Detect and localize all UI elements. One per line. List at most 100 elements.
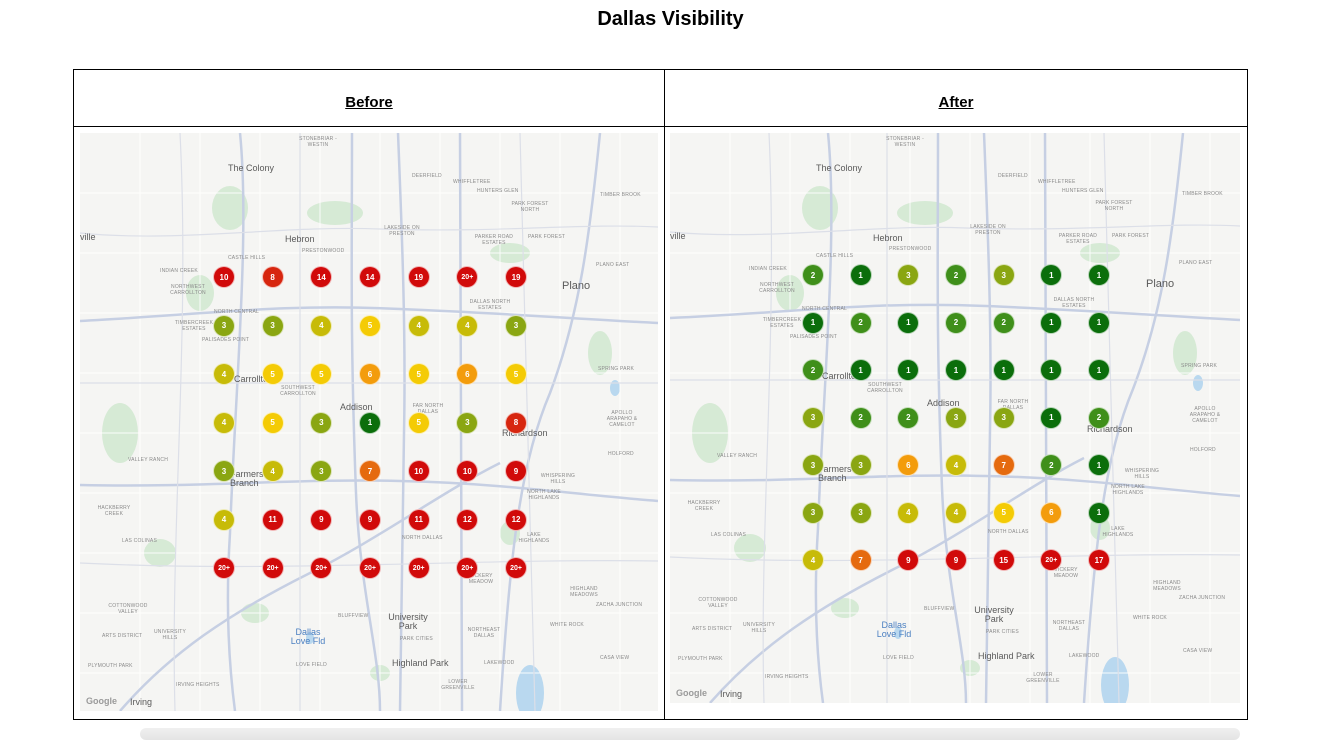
rank-pin[interactable]: 2 (849, 311, 872, 334)
rank-pin[interactable]: 3 (945, 406, 967, 429)
rank-pin[interactable]: 1 (945, 359, 967, 381)
rank-pin[interactable]: 1 (849, 359, 872, 381)
rank-pin[interactable]: 5 (992, 501, 1015, 524)
rank-pin[interactable]: 1 (897, 311, 920, 334)
rank-pin[interactable]: 9 (897, 549, 920, 571)
rank-pin[interactable]: 11 (261, 508, 284, 531)
rank-pin[interactable]: 1 (897, 359, 920, 381)
rank-pin[interactable]: 1 (1088, 264, 1111, 286)
rank-pin[interactable]: 14 (310, 266, 333, 288)
rank-pin[interactable]: 14 (359, 266, 381, 288)
rank-pin[interactable]: 1 (1040, 359, 1063, 381)
rank-pin[interactable]: 3 (849, 454, 872, 476)
rank-pin[interactable]: 1 (992, 359, 1015, 381)
rank-pin[interactable]: 3 (802, 501, 824, 524)
rank-pin[interactable]: 3 (261, 314, 284, 337)
rank-pin[interactable]: 3 (213, 460, 235, 482)
rank-pin[interactable]: 20+ (456, 557, 479, 579)
rank-pin[interactable]: 7 (359, 460, 381, 482)
rank-pin[interactable]: 1 (1040, 406, 1063, 429)
rank-pin[interactable]: 15 (992, 549, 1015, 571)
rank-pin[interactable]: 17 (1088, 549, 1111, 571)
rank-pin[interactable]: 2 (945, 264, 967, 286)
rank-pin[interactable]: 3 (213, 314, 235, 337)
rank-pin[interactable]: 6 (897, 454, 920, 476)
rank-pin[interactable]: 9 (505, 460, 528, 482)
rank-pin[interactable]: 6 (456, 363, 479, 385)
rank-pin[interactable]: 8 (261, 266, 284, 288)
rank-pin[interactable]: 6 (1040, 501, 1063, 524)
rank-pin[interactable]: 20+ (310, 557, 333, 579)
rank-pin[interactable]: 12 (505, 508, 528, 531)
rank-pin[interactable]: 19 (407, 266, 430, 288)
rank-pin[interactable]: 11 (407, 508, 430, 531)
rank-pin[interactable]: 3 (310, 460, 333, 482)
rank-pin[interactable]: 3 (802, 454, 824, 476)
rank-pin[interactable]: 1 (1088, 454, 1111, 476)
rank-pin[interactable]: 7 (849, 549, 872, 571)
rank-pin[interactable]: 3 (505, 314, 528, 337)
rank-pin[interactable]: 3 (310, 411, 333, 434)
rank-pin[interactable]: 4 (310, 314, 333, 337)
rank-pin[interactable]: 3 (849, 501, 872, 524)
rank-pin[interactable]: 3 (992, 406, 1015, 429)
rank-pin[interactable]: 1 (1088, 359, 1111, 381)
rank-pin[interactable]: 1 (802, 311, 824, 334)
rank-pin[interactable]: 2 (992, 311, 1015, 334)
rank-pin[interactable]: 6 (359, 363, 381, 385)
rank-pin[interactable]: 2 (1088, 406, 1111, 429)
rank-pin[interactable]: 1 (849, 264, 872, 286)
rank-pin[interactable]: 1 (1040, 264, 1063, 286)
rank-pin[interactable]: 4 (213, 508, 235, 531)
rank-pin[interactable]: 5 (407, 411, 430, 434)
rank-pin[interactable]: 4 (261, 460, 284, 482)
after-map[interactable]: The Colony Hebron Plano Carrollton Addis… (670, 133, 1240, 703)
rank-pin[interactable]: 9 (359, 508, 381, 531)
rank-pin[interactable]: 4 (897, 501, 920, 524)
rank-pin[interactable]: 5 (261, 363, 284, 385)
rank-pin[interactable]: 5 (407, 363, 430, 385)
rank-pin[interactable]: 20+ (407, 557, 430, 579)
rank-pin[interactable]: 4 (945, 501, 967, 524)
before-map[interactable]: The Colony Hebron Plano Carrollton Addis… (80, 133, 658, 711)
rank-pin[interactable]: 5 (359, 314, 381, 337)
rank-pin[interactable]: 4 (802, 549, 824, 571)
rank-pin[interactable]: 3 (802, 406, 824, 429)
rank-pin[interactable]: 3 (992, 264, 1015, 286)
rank-pin[interactable]: 2 (802, 264, 824, 286)
rank-pin[interactable]: 1 (1088, 501, 1111, 524)
rank-pin[interactable]: 8 (505, 411, 528, 434)
rank-pin[interactable]: 1 (1088, 311, 1111, 334)
rank-pin[interactable]: 3 (456, 411, 479, 434)
rank-pin[interactable]: 19 (505, 266, 528, 288)
rank-pin[interactable]: 20+ (359, 557, 381, 579)
rank-pin[interactable]: 9 (310, 508, 333, 531)
rank-pin[interactable]: 2 (945, 311, 967, 334)
rank-pin[interactable]: 1 (1040, 311, 1063, 334)
rank-pin[interactable]: 4 (407, 314, 430, 337)
rank-pin[interactable]: 7 (992, 454, 1015, 476)
rank-pin[interactable]: 20+ (1040, 549, 1063, 571)
rank-pin[interactable]: 10 (213, 266, 235, 288)
rank-pin[interactable]: 4 (213, 363, 235, 385)
rank-pin[interactable]: 10 (456, 460, 479, 482)
rank-pin[interactable]: 5 (310, 363, 333, 385)
rank-pin[interactable]: 9 (945, 549, 967, 571)
rank-pin[interactable]: 20+ (261, 557, 284, 579)
rank-pin[interactable]: 4 (945, 454, 967, 476)
rank-pin[interactable]: 2 (1040, 454, 1063, 476)
rank-pin[interactable]: 2 (897, 406, 920, 429)
rank-pin[interactable]: 4 (213, 411, 235, 434)
rank-pin[interactable]: 10 (407, 460, 430, 482)
rank-pin[interactable]: 3 (897, 264, 920, 286)
rank-pin[interactable]: 5 (505, 363, 528, 385)
rank-pin[interactable]: 20+ (456, 266, 479, 288)
rank-pin[interactable]: 4 (456, 314, 479, 337)
rank-pin[interactable]: 5 (261, 411, 284, 434)
rank-pin[interactable]: 20+ (213, 557, 235, 579)
rank-pin[interactable]: 2 (802, 359, 824, 381)
rank-pin[interactable]: 12 (456, 508, 479, 531)
rank-pin[interactable]: 20+ (505, 557, 528, 579)
rank-pin[interactable]: 1 (359, 411, 381, 434)
rank-pin[interactable]: 2 (849, 406, 872, 429)
